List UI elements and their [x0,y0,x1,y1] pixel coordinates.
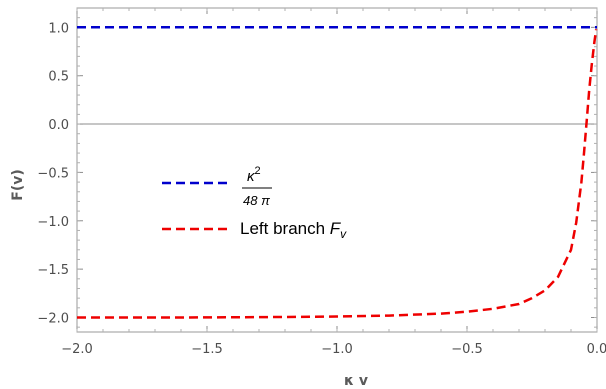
x-tick-label: −2.0 [61,342,93,357]
x-tick-label: −0.5 [451,342,483,357]
x-tick-label: −1.0 [321,342,353,357]
series-layer [77,26,598,319]
y-tick-label: −1.5 [37,263,69,278]
series-line-red [77,29,598,319]
y-tick-label: 0.5 [48,70,69,85]
y-tick-label: 0.0 [48,118,69,133]
legend-red-math: F [330,219,342,238]
legend-red-text: Left branch [240,219,330,238]
x-axis-title: κ v [344,373,368,389]
svg-text:κ2: κ2 [247,165,261,185]
y-tick-label: −0.5 [37,166,69,181]
x-tick-label: 0.0 [587,342,606,357]
y-tick-label: 1.0 [48,21,69,36]
legend-label-red: Left branch Fv [240,219,347,241]
x-tick-label: −1.5 [191,342,223,357]
legend-label-blue: κ2 48 π [242,165,272,208]
legend: κ2 48 π Left branch Fv [162,165,347,241]
tick-labels: −2.0 −1.5 −1.0 −0.5 0.0 1.0 0.5 0.0 −0.5 −1.0 −1.5… [37,21,606,357]
y-tick-label: −1.0 [37,215,69,230]
legend-blue-numerator-exp: 2 [255,165,261,177]
y-axis-title: F(v) [10,169,26,201]
y-tick-label: −2.0 [37,311,69,326]
plot-border [76,7,598,333]
legend-red-math-sub: v [340,227,347,241]
legend-blue-numerator: κ [247,168,256,185]
axis-ticks [76,8,598,332]
plot-frame [76,7,598,333]
legend-blue-denominator: 48 π [243,193,270,208]
